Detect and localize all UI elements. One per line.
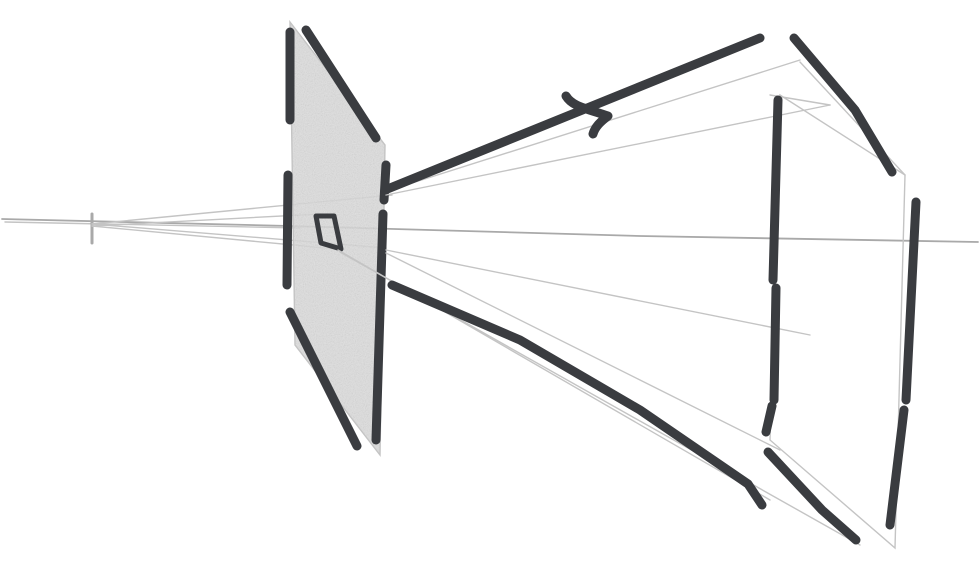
projection-rays <box>337 33 861 546</box>
direction-arrow <box>561 91 613 139</box>
small-square <box>313 213 344 252</box>
far-plane <box>761 33 921 550</box>
